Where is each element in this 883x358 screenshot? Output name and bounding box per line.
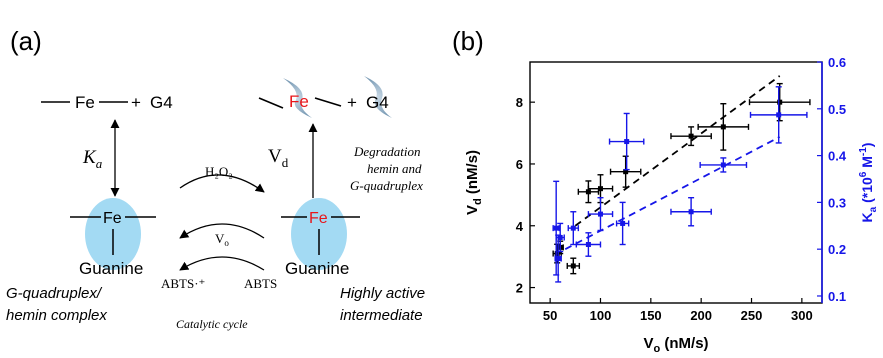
data-point-Vd bbox=[597, 186, 603, 192]
data-point-Vd bbox=[720, 124, 726, 130]
left-caption-line2: hemin complex bbox=[6, 307, 107, 324]
y-right-tick-label: 0.2 bbox=[828, 242, 846, 257]
right-caption-line2: intermediate bbox=[340, 307, 423, 324]
y-right-tick-label: 0.5 bbox=[828, 102, 846, 117]
data-point-Vd bbox=[688, 133, 694, 139]
fe-bg-left bbox=[101, 206, 125, 226]
guanine-label-left: Guanine bbox=[79, 259, 143, 278]
left-caption-line1: G-quadruplex/ bbox=[6, 285, 103, 302]
data-point-Vd bbox=[777, 99, 783, 105]
x-axis-label: Vo (nM/s) bbox=[643, 335, 708, 355]
data-point-Vd bbox=[570, 263, 576, 269]
y-right-tick-label: 0.3 bbox=[828, 195, 846, 210]
fit-lines bbox=[564, 75, 781, 250]
x-tick-label: 250 bbox=[741, 308, 763, 323]
degradation-swirl-left bbox=[283, 78, 312, 118]
data-point-Vd bbox=[554, 251, 560, 257]
data-point-Ka bbox=[624, 139, 630, 145]
y-right-tick-label: 0.4 bbox=[828, 149, 847, 164]
h2o2-oxidation-arrow bbox=[179, 174, 265, 193]
data-point-Ka bbox=[570, 225, 576, 231]
data-point-Ka bbox=[688, 209, 694, 215]
degradation-swirl-right bbox=[364, 76, 392, 118]
left-complex: Fe Guanine bbox=[70, 198, 156, 278]
y-right-tick-label: 0.1 bbox=[828, 289, 846, 304]
y-axis-label-right: Ka (*106 M-1) bbox=[858, 143, 879, 223]
data-point-Vd bbox=[585, 189, 591, 195]
guanine-label-right: Guanine bbox=[285, 259, 349, 278]
fe-label-top-right: Fe bbox=[289, 92, 309, 111]
y-left-tick-label: 4 bbox=[516, 219, 524, 234]
data-point-Ka bbox=[555, 256, 561, 262]
vo-reduction-arrow bbox=[179, 223, 265, 239]
dual-axis-scatter-chart: 50 100 150 200 250 30024680.10.20.30.40.50.6 … bbox=[464, 55, 879, 355]
degradation-label-2: hemin and bbox=[367, 161, 422, 176]
degradation-label: Degradation bbox=[353, 144, 420, 159]
data-point-Ka bbox=[585, 242, 591, 248]
x-tick-label: 100 bbox=[590, 308, 612, 323]
data-point-Ka bbox=[720, 162, 726, 168]
y-right-tick-label: 0.6 bbox=[828, 55, 846, 70]
free-hemin-group: Fe + G4 bbox=[41, 93, 173, 112]
abts-radical-label: ABTS·⁺ bbox=[161, 276, 205, 291]
panel-a-label: (a) bbox=[10, 26, 42, 56]
fe-bg-right bbox=[307, 206, 331, 226]
panel-b: (b) 50 100 150 200 250 300 2 4 6 8 0.1 0.2 0.3 0.4 0.5… bbox=[452, 26, 879, 355]
fe-label-left-complex: Fe bbox=[103, 210, 122, 227]
data-point-Ka bbox=[553, 225, 559, 231]
plus-sign-right: + bbox=[347, 93, 357, 112]
y-left-tick-label: 2 bbox=[516, 281, 523, 296]
right-complex: Fe Guanine bbox=[281, 198, 360, 278]
y-left-tick-label: 6 bbox=[516, 157, 523, 172]
catalytic-cycle-caption: Catalytic cycle bbox=[176, 317, 248, 331]
broken-porphyrin-left bbox=[258, 97, 284, 109]
vd-symbol: Vd bbox=[268, 146, 289, 170]
data-point-Ka bbox=[557, 234, 563, 240]
panel-a: (a) Fe + G4 Ka Fe Guanine Fe + bbox=[6, 26, 425, 331]
y-axis-label-left: Vd (nM/s) bbox=[464, 150, 484, 215]
vo-symbol: Vo bbox=[215, 231, 229, 248]
data-points bbox=[552, 82, 811, 283]
x-tick-label: 300 bbox=[791, 308, 813, 323]
panel-b-label: (b) bbox=[452, 26, 484, 56]
data-point-Ka bbox=[620, 220, 626, 226]
abts-oxidation-arrow bbox=[179, 256, 265, 271]
g4-label-top-left: G4 bbox=[150, 93, 173, 112]
abts-label: ABTS bbox=[244, 276, 277, 291]
x-tick-label: 50 bbox=[543, 308, 557, 323]
h2o2-label: H₂O₂ bbox=[205, 164, 233, 179]
data-point-Ka bbox=[597, 211, 603, 217]
right-caption-line1: Highly active bbox=[340, 285, 425, 302]
x-tick-label: 150 bbox=[640, 308, 662, 323]
data-point-Vd bbox=[623, 169, 629, 175]
y-left-tick-label: 8 bbox=[516, 95, 523, 110]
degraded-hemin-group: Fe + G4 bbox=[258, 76, 392, 118]
fe-label-right-complex: Fe bbox=[309, 210, 328, 227]
broken-porphyrin-right bbox=[314, 97, 342, 107]
plus-sign: + bbox=[131, 93, 141, 112]
fe-label-top-left: Fe bbox=[75, 93, 95, 112]
fit-line-Vd bbox=[574, 75, 781, 227]
g4-label-top-right: G4 bbox=[366, 93, 389, 112]
degradation-label-3: G-quadruplex bbox=[350, 178, 423, 193]
axis-ticks: 50 100 150 200 250 300 2 4 6 8 0.1 0.2 0.3 0.4 0.5 0.6 bbox=[516, 55, 847, 323]
data-point-Ka bbox=[776, 112, 782, 118]
x-tick-label: 200 bbox=[690, 308, 712, 323]
ka-symbol: Ka bbox=[82, 147, 103, 171]
